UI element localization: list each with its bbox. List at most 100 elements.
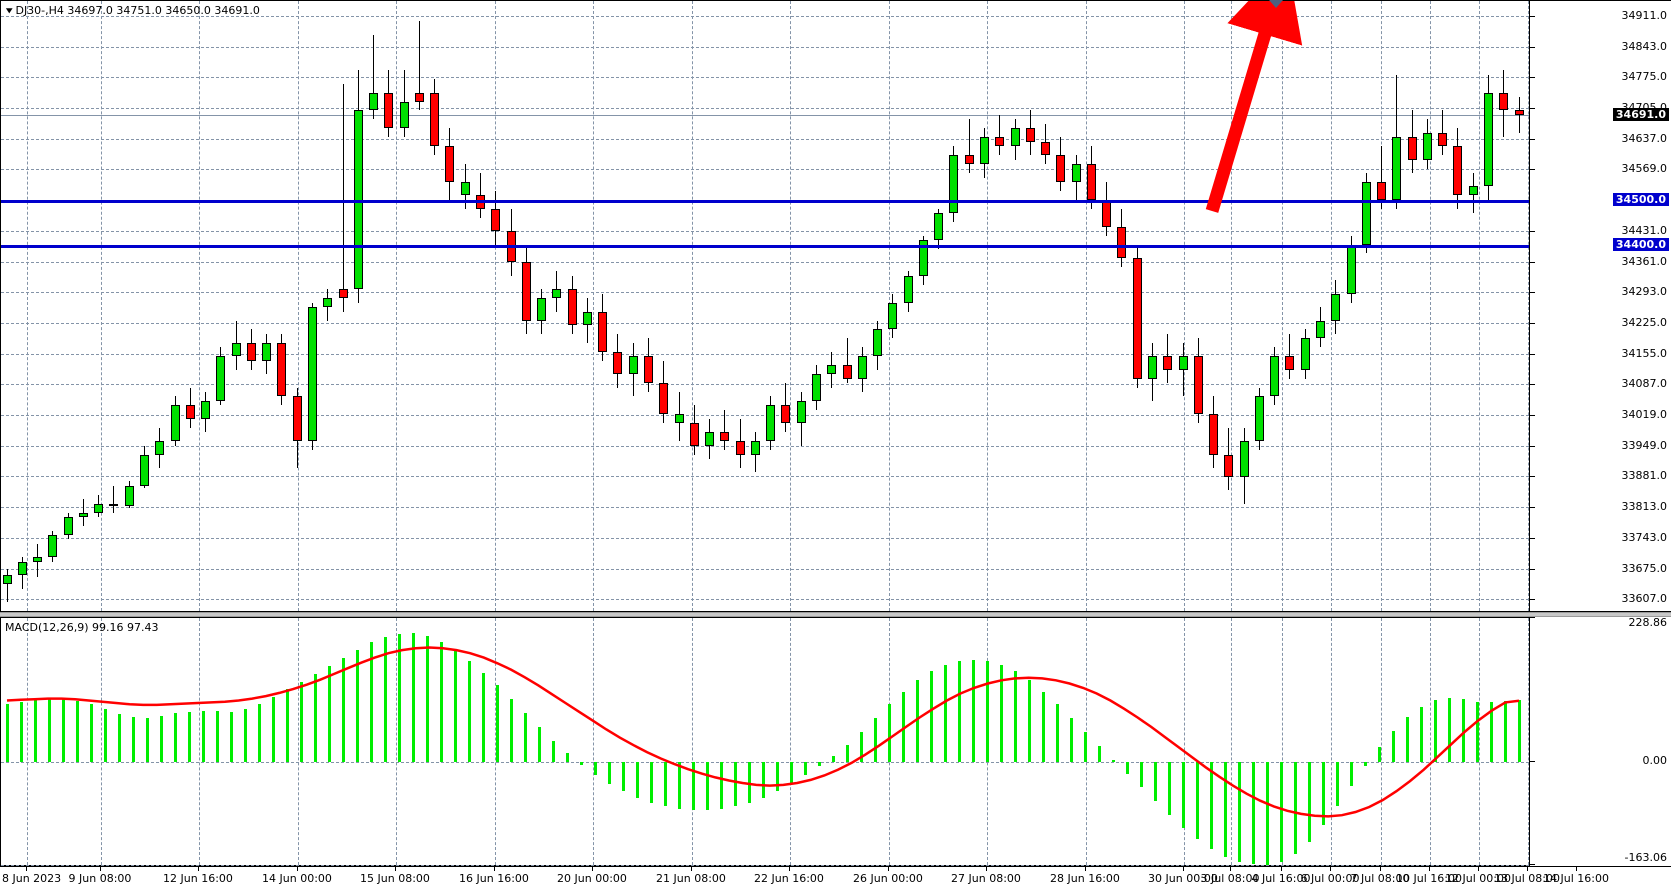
time-axis-tick (986, 867, 987, 871)
macd-indicator-panel[interactable]: MACD(12,26,9) 99.16 97.43 (0, 617, 1530, 866)
candlestick (1025, 110, 1035, 156)
time-axis-label: 12 Jul 00:00 (1445, 872, 1511, 885)
macd-histogram-bar (677, 762, 681, 809)
macd-histogram-bar (285, 689, 289, 763)
candlestick (934, 208, 944, 250)
level-price-tag[interactable]: 34500.0 (1612, 192, 1669, 206)
candle-body (934, 213, 944, 241)
price-gridline (1, 16, 1529, 18)
time-axis[interactable]: 8 Jun 2023 9 Jun 08:00 12 Jun 16:00 14 Jun … (0, 866, 1671, 889)
price-gridline-vertical (101, 1, 102, 611)
macd-histogram-bar (5, 704, 9, 763)
time-axis-tick (1478, 867, 1479, 871)
time-axis-label: 27 Jun 08:00 (951, 872, 1021, 885)
price-axis-label: 33607.0 (1621, 591, 1668, 605)
candle-body (216, 356, 226, 401)
macd-axis[interactable]: 228.86 0.00 -163.06 (1530, 617, 1671, 866)
candle-body (231, 342, 241, 357)
price-axis-label: 34843.0 (1621, 39, 1668, 53)
candle-body (1132, 257, 1142, 379)
price-gridline-vertical (1086, 1, 1087, 611)
macd-histogram-bar (1111, 759, 1115, 763)
candle-wick (373, 34, 375, 120)
candlestick (1193, 338, 1203, 424)
macd-histogram-bar (1167, 762, 1171, 816)
macd-histogram-bar (1489, 702, 1493, 763)
price-axis-label: 34087.0 (1621, 377, 1668, 391)
candle-body (582, 311, 592, 325)
candle-body (323, 298, 333, 308)
candle-body (674, 414, 684, 424)
price-gridline (1, 354, 1529, 356)
candlestick (1453, 128, 1463, 209)
price-gridline-vertical (1528, 1, 1529, 611)
candle-body (185, 405, 195, 419)
price-axis-tick (1530, 538, 1535, 540)
candle-body (827, 365, 837, 375)
candle-body (1163, 356, 1173, 370)
candlestick (124, 481, 134, 509)
candlestick (1147, 342, 1157, 401)
candlestick (338, 83, 348, 312)
macd-histogram-bar (887, 704, 891, 763)
triangle-down-icon[interactable]: ▼ (5, 6, 13, 15)
panel-separator[interactable] (0, 612, 1671, 617)
price-axis-tick (1530, 108, 1535, 110)
macd-histogram-bar (19, 701, 23, 763)
candle-body (1331, 293, 1341, 321)
up-arrow-annotation[interactable] (1, 1, 1529, 611)
candle-body (1178, 356, 1188, 370)
macd-gridline-vertical (1479, 618, 1480, 865)
price-axis-label: 33743.0 (1621, 531, 1668, 545)
candlestick (430, 79, 440, 156)
candle-wick (342, 83, 344, 312)
price-axis-label: 34155.0 (1621, 347, 1668, 361)
candlestick (1361, 173, 1371, 254)
macd-histogram-bar (1097, 745, 1101, 763)
price-chart-panel[interactable]: ▼ DJ30-,H4 34697.0 34751.0 34650.0 34691.… (0, 0, 1530, 612)
macd-histogram-bar (621, 762, 625, 792)
candlestick (460, 164, 470, 209)
candlestick (1331, 280, 1341, 334)
macd-histogram-bar (411, 633, 415, 763)
price-axis[interactable]: 34911.034843.034775.034705.034637.034569… (1530, 0, 1671, 612)
macd-histogram-bar (845, 744, 849, 763)
candlestick (353, 70, 363, 303)
macd-histogram-bar (1125, 762, 1129, 774)
candle-wick (1381, 146, 1383, 209)
macd-gridline-vertical (199, 618, 200, 865)
candlestick (475, 173, 485, 218)
support-resistance-line[interactable] (1, 244, 1529, 248)
macd-histogram-bar (1223, 762, 1227, 857)
support-resistance-line[interactable] (1, 199, 1529, 203)
candlestick (750, 432, 760, 473)
macd-histogram-bar (341, 657, 345, 763)
candle-body (613, 351, 623, 375)
candlestick (1407, 110, 1417, 174)
macd-histogram-bar (89, 703, 93, 763)
candlestick (1483, 74, 1493, 200)
time-axis-label: 30 Jun 00:00 (1148, 872, 1218, 885)
candle-wick (724, 409, 726, 451)
candle-body (1392, 137, 1402, 200)
candlestick (506, 208, 516, 276)
candle-body (369, 92, 379, 111)
price-axis-label: 33675.0 (1621, 561, 1668, 575)
candle-body (1346, 244, 1356, 294)
macd-histogram-bar (173, 713, 177, 763)
macd-histogram-bar (705, 762, 709, 811)
macd-gridline-vertical (1184, 618, 1185, 865)
macd-axis-tick (1530, 864, 1535, 865)
time-axis-tick (789, 867, 790, 871)
macd-histogram-bar (1447, 697, 1451, 763)
candle-body (94, 503, 104, 513)
price-gridline-vertical (1184, 1, 1185, 611)
time-axis-label: 14 Jul 16:00 (1543, 872, 1609, 885)
macd-histogram-bar (1405, 716, 1409, 763)
candle-body (567, 289, 577, 325)
candle-body (384, 92, 394, 129)
level-price-tag[interactable]: 34400.0 (1612, 237, 1669, 251)
candlestick (1102, 181, 1112, 236)
macd-histogram-bar (495, 685, 499, 763)
price-gridline (1, 138, 1529, 140)
